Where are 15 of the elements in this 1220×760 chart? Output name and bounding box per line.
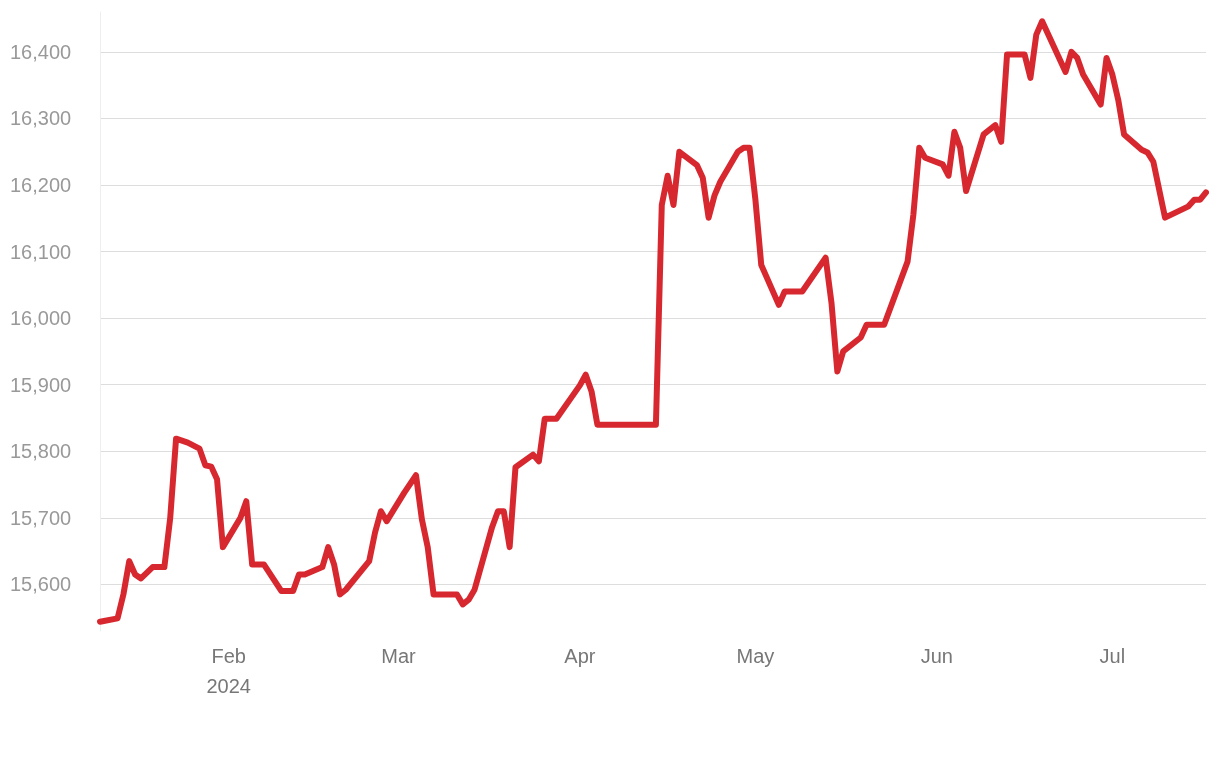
y-tick-label: 16,400 — [10, 40, 72, 63]
y-tick-label: 15,700 — [10, 506, 72, 529]
y-tick-label: 16,300 — [10, 107, 72, 130]
y-tick-label: 15,600 — [10, 573, 72, 596]
x-tick-label: May — [736, 645, 775, 667]
x-tick-label: Jun — [920, 645, 953, 667]
y-tick-label: 16,200 — [10, 174, 72, 197]
x-tick-label: Apr — [564, 645, 596, 667]
x-tick-label: Jul — [1099, 645, 1126, 667]
y-tick-label: 15,800 — [10, 440, 72, 463]
y-tick-label: 16,000 — [10, 307, 72, 330]
x-tick-label: Feb 2024 — [206, 645, 251, 697]
x-tick-label: Mar — [381, 645, 416, 667]
y-tick-label: 16,100 — [10, 240, 72, 263]
y-tick-label: 15,900 — [10, 373, 72, 396]
